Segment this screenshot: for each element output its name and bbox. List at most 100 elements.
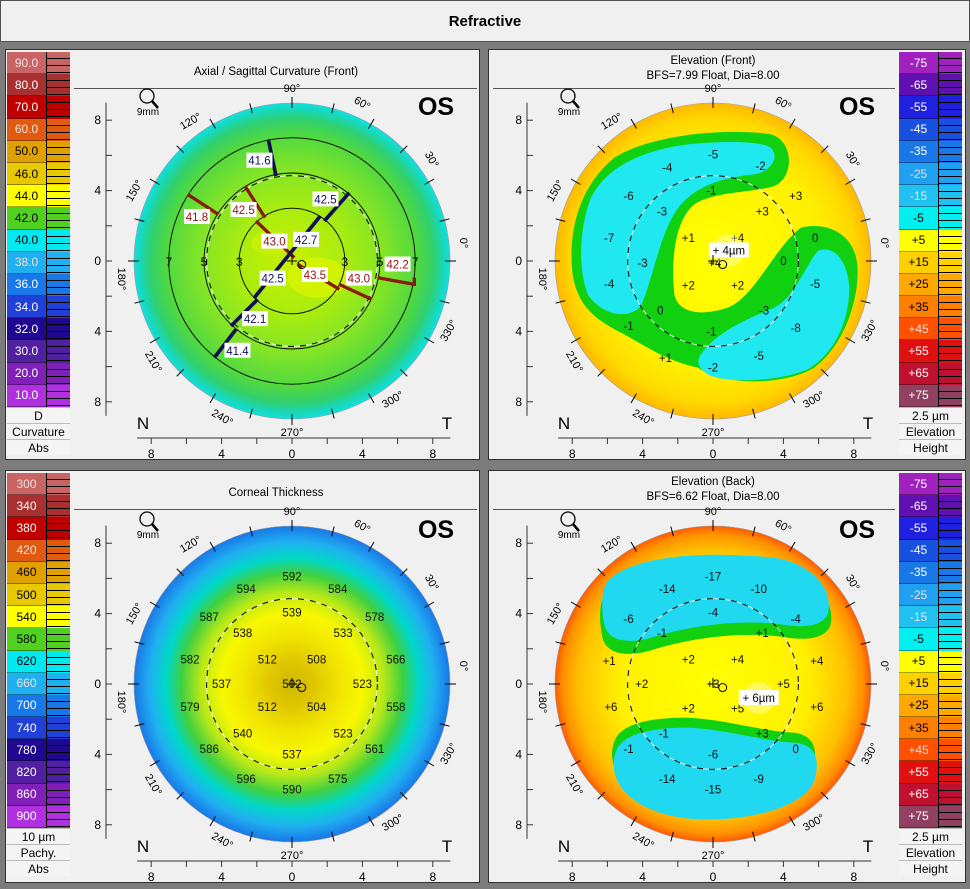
scale-step-label: 80.0: [7, 74, 46, 97]
degree-tick: [597, 791, 606, 800]
scale-type[interactable]: Elevation: [899, 844, 962, 860]
degree-tick: [331, 831, 335, 842]
peak-value: + 6µm: [743, 693, 776, 705]
scale-step: -55: [899, 517, 963, 540]
value-label-bg: [293, 231, 320, 247]
x-tick-label: 4: [639, 447, 646, 460]
x-tick-label: 8: [569, 870, 576, 883]
degree-tick: [249, 103, 253, 114]
scale-step-label: 42.0: [7, 207, 46, 230]
scale-step-swatch: [46, 583, 70, 607]
map-surface[interactable]: [555, 526, 871, 842]
scale-step-size[interactable]: 2.5 µm: [899, 407, 962, 423]
scale-mode[interactable]: Abs: [7, 860, 70, 876]
scale-step-size[interactable]: 2.5 µm: [899, 828, 962, 844]
color-scale[interactable]: -75 -65 -55 -45 -35 -25 -15 -5 +5 +15 +25 +35 +45 +55…: [899, 473, 963, 876]
temporal-label: T: [863, 837, 873, 856]
scale-step-label: 380: [7, 517, 46, 540]
scale-step: 540: [7, 606, 71, 629]
peak-label-bg: [708, 242, 749, 258]
thickness-value: 578: [365, 612, 384, 624]
map-canvas[interactable]: Elevation (Front) BFS=7.99 Float, Dia=8.0…: [489, 50, 966, 460]
zoom-label: 9mm: [558, 530, 580, 541]
apex-cross-icon: [287, 255, 297, 265]
scale-step-label: -15: [899, 606, 938, 629]
x-tick-label: 4: [218, 870, 225, 883]
scale-step: -65: [899, 74, 963, 97]
degree-tick: [570, 337, 581, 344]
peak-value: + 4µm: [713, 245, 746, 257]
degree-tick: [670, 831, 674, 842]
peak-label-bg: [738, 690, 779, 706]
degree-tick: [597, 145, 606, 154]
y-tick-label: 4: [515, 747, 522, 761]
map-canvas[interactable]: Corneal Thickness 8 4 0 4 8 8 4 0 4 8 N T OS 9mm 0° 30° 6…: [6, 471, 480, 883]
degree-label: 90°: [705, 506, 722, 518]
scale-mode[interactable]: Height: [899, 439, 962, 455]
color-scale[interactable]: -75 -65 -55 -45 -35 -25 -15 -5 +5 +15 +25 +35 +45 +55…: [899, 52, 963, 455]
scale-step-swatch: [46, 362, 70, 385]
magnifier-icon[interactable]: [560, 88, 580, 109]
scale-step: -75: [899, 473, 963, 496]
magnifier-icon[interactable]: [560, 511, 580, 532]
degree-tick: [670, 103, 674, 114]
scale-step-swatch: [46, 273, 70, 297]
scale-mode[interactable]: Height: [899, 860, 962, 876]
degree-tick: [570, 601, 581, 608]
degree-tick: [752, 408, 756, 419]
scale-step-swatch: [938, 96, 962, 119]
map-canvas[interactable]: Axial / Sagittal Curvature (Front) 8 4 0 4 8 8…: [6, 50, 480, 460]
magnifier-icon[interactable]: [139, 88, 159, 109]
elevation-value: +3: [756, 207, 769, 219]
scale-step: -5: [899, 207, 963, 230]
scale-step-label: +35: [899, 296, 938, 319]
y-tick-label: 4: [515, 324, 522, 338]
degree-tick: [134, 641, 145, 645]
scale-step-label: 50.0: [7, 140, 46, 163]
scale-step: 300: [7, 473, 71, 496]
degree-label: 330°: [438, 318, 460, 344]
scale-step-swatch: [938, 384, 962, 407]
color-scale[interactable]: 90.0 80.0 70.0 60.0 50.0 46.0 44.0 42.0 40.0 38.0…: [7, 52, 71, 455]
degree-tick: [176, 791, 185, 800]
scale-type[interactable]: Elevation: [899, 423, 962, 439]
degree-tick: [149, 601, 160, 608]
scale-mode[interactable]: Abs: [7, 439, 70, 455]
x-tick-label: 4: [780, 870, 787, 883]
scale-step: -25: [899, 583, 963, 607]
scale-step-swatch: [46, 694, 70, 718]
degree-tick: [752, 831, 756, 842]
degree-tick: [630, 118, 637, 129]
elevation-value: -7: [604, 233, 614, 245]
degree-tick: [845, 178, 856, 185]
scale-step-swatch: [938, 561, 962, 584]
scale-type[interactable]: Pachy.: [7, 844, 70, 860]
x-tick-label: 4: [218, 447, 225, 460]
zone-ring: [203, 172, 381, 350]
scale-step-label: 620: [7, 650, 46, 673]
map-panel-axial-curvature: 90.0 80.0 70.0 60.0 50.0 46.0 44.0 42.0 40.0 38.0…: [5, 49, 480, 460]
scale-step: +15: [899, 251, 963, 274]
scale-step-label: +65: [899, 362, 938, 385]
degree-tick: [249, 526, 253, 537]
scale-step-size[interactable]: 10 µm: [7, 828, 70, 844]
x-tick-label: 4: [359, 870, 366, 883]
scale-step-label: +45: [899, 318, 938, 341]
scale-type[interactable]: Curvature: [7, 423, 70, 439]
magnifier-icon[interactable]: [139, 511, 159, 532]
map-canvas[interactable]: Elevation (Back) BFS=6.62 Float, Dia=8.00…: [489, 471, 966, 883]
degree-tick: [789, 118, 796, 129]
scale-step: 10.0: [7, 384, 71, 407]
map-panel-elevation-back: -75 -65 -55 -45 -35 -25 -15 -5 +5 +15 +25 +35 +45 +55…: [488, 470, 966, 883]
degree-tick: [630, 393, 637, 404]
pupil-center-icon: [718, 683, 728, 693]
scale-step-size[interactable]: D: [7, 407, 70, 423]
degree-label: 30°: [422, 573, 441, 593]
degree-label: 270°: [281, 850, 304, 862]
color-scale[interactable]: 300 340 380 420 460 500 540 580 620 660 700 740 780 8…: [7, 473, 71, 876]
scale-step-swatch: [938, 118, 962, 141]
scale-step: -25: [899, 162, 963, 186]
scale-step-swatch: [938, 74, 962, 97]
scale-step-label: 90.0: [7, 52, 46, 75]
value-label-bg: [230, 201, 257, 217]
